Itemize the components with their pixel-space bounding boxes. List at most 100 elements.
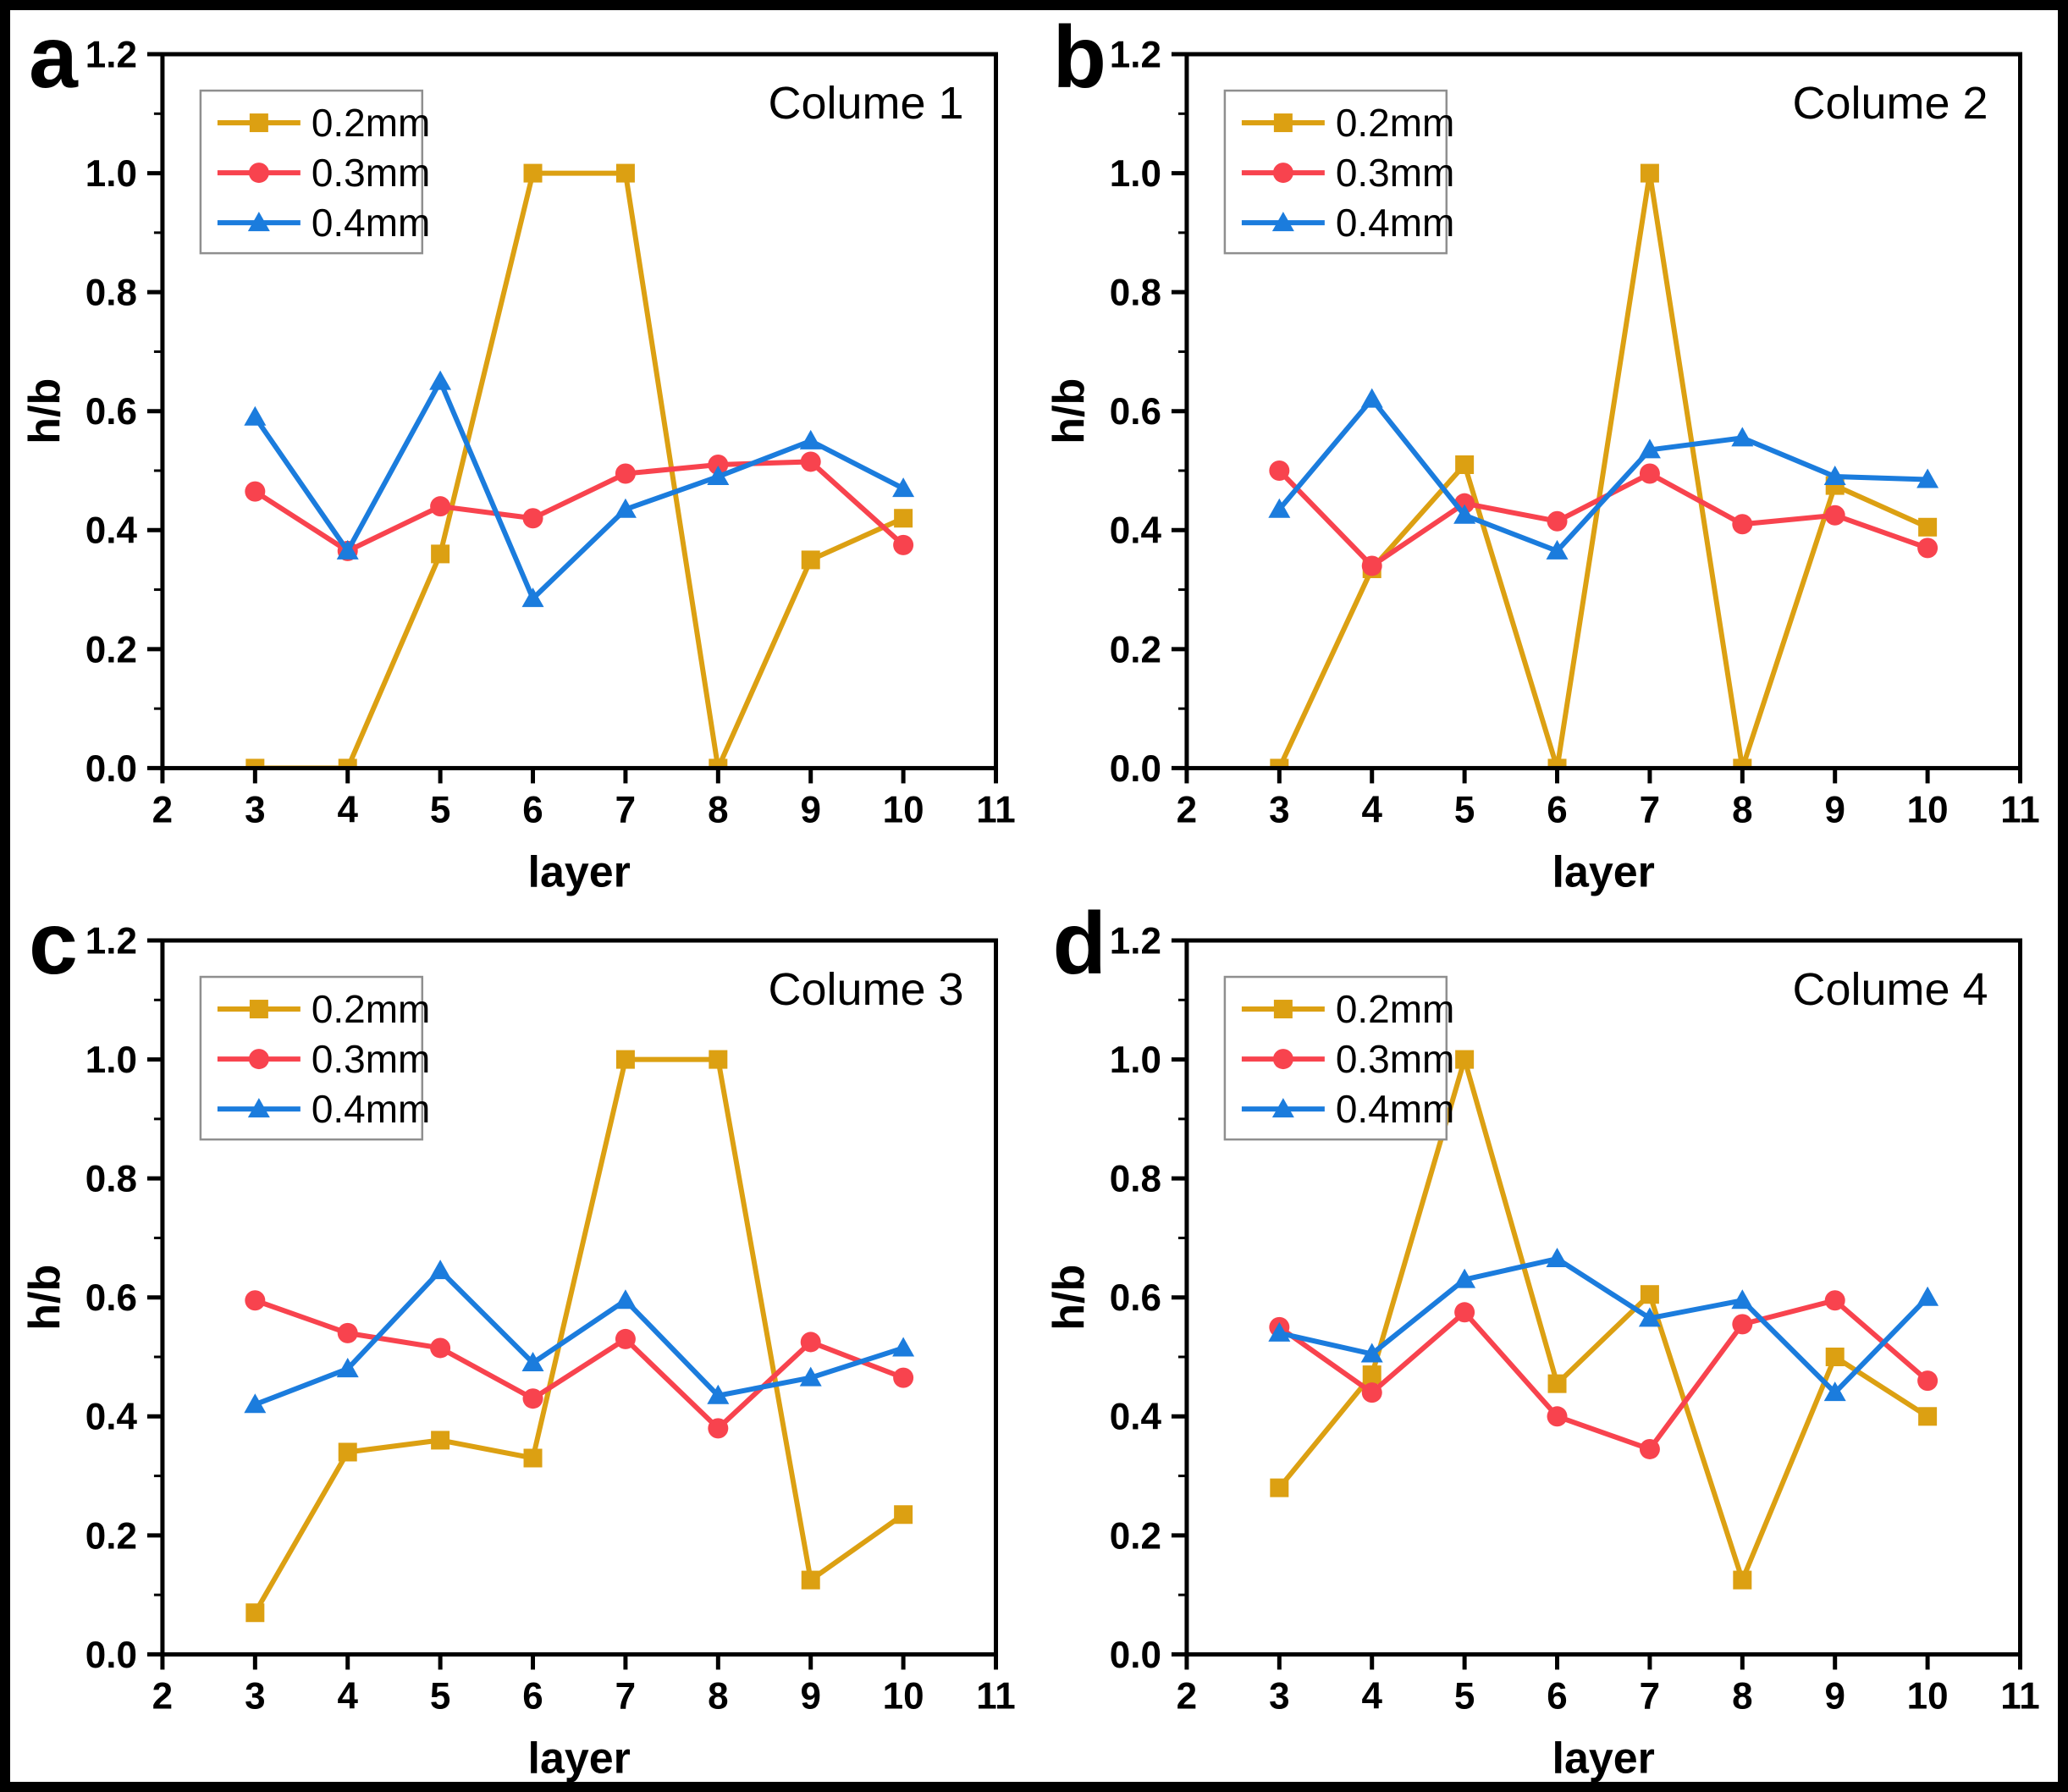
data-point-marker-square [894, 509, 913, 528]
data-point-marker-square [801, 550, 820, 570]
x-axis-title: layer [528, 847, 631, 896]
data-point-marker-triangle [1916, 468, 1938, 488]
data-point-marker-square [1273, 113, 1293, 133]
panel-b: b 0.0 0.2 0.4 0.6 0.8 1.0 1.2 2 3 4 5 6 7 8 9 10 11 layer… [1034, 10, 2059, 896]
y-axis-tick-label: 0.8 [85, 1158, 137, 1199]
legend-label: 0.4mm [312, 1087, 431, 1131]
x-axis-tick-label: 10 [883, 1675, 924, 1717]
data-point-marker-triangle [1730, 1288, 1753, 1309]
x-axis-tick-label: 5 [1453, 789, 1474, 830]
legend-label: 0.2mm [312, 987, 431, 1031]
data-point-marker-square [1640, 163, 1659, 183]
y-axis-tick-label: 1.2 [1109, 34, 1161, 75]
y-axis-tick-label: 0.2 [1109, 1515, 1161, 1557]
panel-title: Colume 1 [769, 78, 964, 129]
x-axis-tick-label: 3 [245, 1675, 265, 1717]
legend-label: 0.3mm [312, 1037, 431, 1081]
legend-item-0.3mm: 0.3mm [217, 151, 431, 195]
x-axis-tick-label: 3 [245, 789, 265, 830]
data-point-marker-circle [1272, 163, 1293, 184]
data-point-marker-square [1362, 1365, 1381, 1384]
data-point-marker-triangle [1638, 438, 1661, 459]
series-group [244, 1050, 915, 1622]
data-point-marker-square [245, 1602, 265, 1622]
data-point-marker-circle [708, 1417, 729, 1438]
series-line-0.3mm [1277, 1297, 1929, 1453]
data-point-marker-circle [248, 163, 269, 184]
series-line-0.2mm [1277, 1050, 1929, 1587]
data-point-marker-triangle [1267, 1321, 1290, 1342]
x-axis-tick-label: 9 [1824, 1675, 1845, 1717]
plot-colume-3: 0.0 0.2 0.4 0.6 0.8 1.0 1.2 2 3 4 5 6 7 8 9 10 11 layer h/… [20, 920, 1016, 1782]
data-point-marker-square [523, 1447, 543, 1467]
x-axis-tick-label: 8 [708, 789, 728, 830]
legend-label: 0.3mm [1335, 1037, 1454, 1081]
data-point-marker-square [1273, 999, 1293, 1018]
data-point-marker-circle [800, 1331, 821, 1352]
y-axis-tick-label: 0.4 [85, 510, 138, 552]
series-line-0.3mm [253, 459, 906, 554]
data-point-marker-circle [1268, 460, 1289, 482]
series-line-0.4mm [254, 1266, 905, 1407]
data-point-marker-triangle [1638, 1306, 1661, 1326]
data-point-marker-circle [615, 1328, 636, 1349]
data-point-marker-circle [430, 1337, 451, 1358]
panel-letter-b: b [1052, 8, 1107, 107]
data-point-marker-square [801, 1570, 820, 1590]
data-point-marker-triangle [1546, 1247, 1569, 1267]
x-axis-tick-label: 7 [1639, 1675, 1659, 1717]
data-point-marker-square [431, 544, 450, 564]
data-point-marker-triangle [247, 212, 270, 232]
data-point-marker-circle [893, 534, 914, 555]
legend-label: 0.3mm [312, 151, 431, 195]
data-point-marker-circle [1916, 538, 1938, 559]
data-point-marker-square [615, 163, 635, 183]
data-point-marker-circle [1453, 1301, 1475, 1322]
x-axis-tick-label: 11 [2000, 1675, 2039, 1717]
legend-label: 0.4mm [312, 201, 431, 245]
data-point-marker-triangle [892, 1336, 915, 1356]
x-axis-tick-label: 9 [1824, 789, 1845, 830]
legend-box: 0.2mm 0.3mm 0.4mm [1223, 89, 1454, 255]
x-axis-tick-label: 4 [1361, 789, 1382, 830]
y-axis-tick-label: 0.6 [85, 1277, 137, 1319]
x-axis-tick-label: 6 [1547, 789, 1567, 830]
data-point-marker-square [523, 163, 543, 183]
data-point-marker-square [1917, 517, 1937, 537]
x-axis-tick-label: 2 [1176, 1675, 1196, 1717]
data-point-marker-triangle [1360, 1342, 1383, 1363]
data-point-marker-circle [522, 508, 543, 529]
plot-colume-4: 0.0 0.2 0.4 0.6 0.8 1.0 1.2 2 3 4 5 6 7 8 9 10 11 layer h/… [1044, 920, 2039, 1782]
y-axis-tick-label: 0.4 [1109, 1396, 1161, 1437]
y-axis-tick-label: 1.0 [85, 1039, 137, 1080]
y-axis-tick-label: 0.6 [85, 391, 137, 433]
data-point-marker-triangle [336, 539, 359, 560]
data-point-marker-square [1640, 1284, 1659, 1304]
data-point-marker-triangle [1271, 1097, 1294, 1117]
legend-box: 0.2mm 0.3mm 0.4mm [199, 975, 431, 1140]
data-point-marker-circle [800, 451, 821, 472]
plot-frame [160, 52, 999, 770]
x-axis-tick-label: 7 [615, 1675, 636, 1717]
x-axis-tick-label: 2 [152, 789, 173, 830]
data-point-marker-triangle [1360, 388, 1383, 408]
x-axis-tick-label: 4 [1361, 1675, 1382, 1717]
x-axis-tick-label: 11 [976, 789, 1015, 830]
data-point-marker-triangle [1271, 212, 1294, 232]
data-point-marker-circle [245, 1289, 266, 1310]
data-point-marker-circle [1639, 463, 1660, 484]
x-axis-tick-label: 4 [337, 789, 358, 830]
data-point-marker-square [1454, 455, 1474, 474]
data-point-marker-circle [245, 481, 266, 502]
data-point-marker-square [1269, 1478, 1288, 1497]
data-point-marker-square [338, 1442, 357, 1461]
data-point-marker-circle [1731, 514, 1752, 535]
series-line-0.4mm [1277, 394, 1927, 554]
x-axis-tick-label: 5 [430, 789, 450, 830]
x-axis-tick-label: 5 [1453, 1675, 1474, 1717]
y-axis-tick-label: 0.0 [85, 748, 137, 790]
data-point-marker-triangle [244, 405, 267, 426]
legend-label: 0.2mm [1335, 987, 1454, 1031]
y-axis-tick-label: 1.2 [85, 34, 137, 75]
panel-c: c 0.0 0.2 0.4 0.6 0.8 1.0 1.2 2 3 4 5 6 7 8 9 10 11 layer… [10, 896, 1034, 1783]
